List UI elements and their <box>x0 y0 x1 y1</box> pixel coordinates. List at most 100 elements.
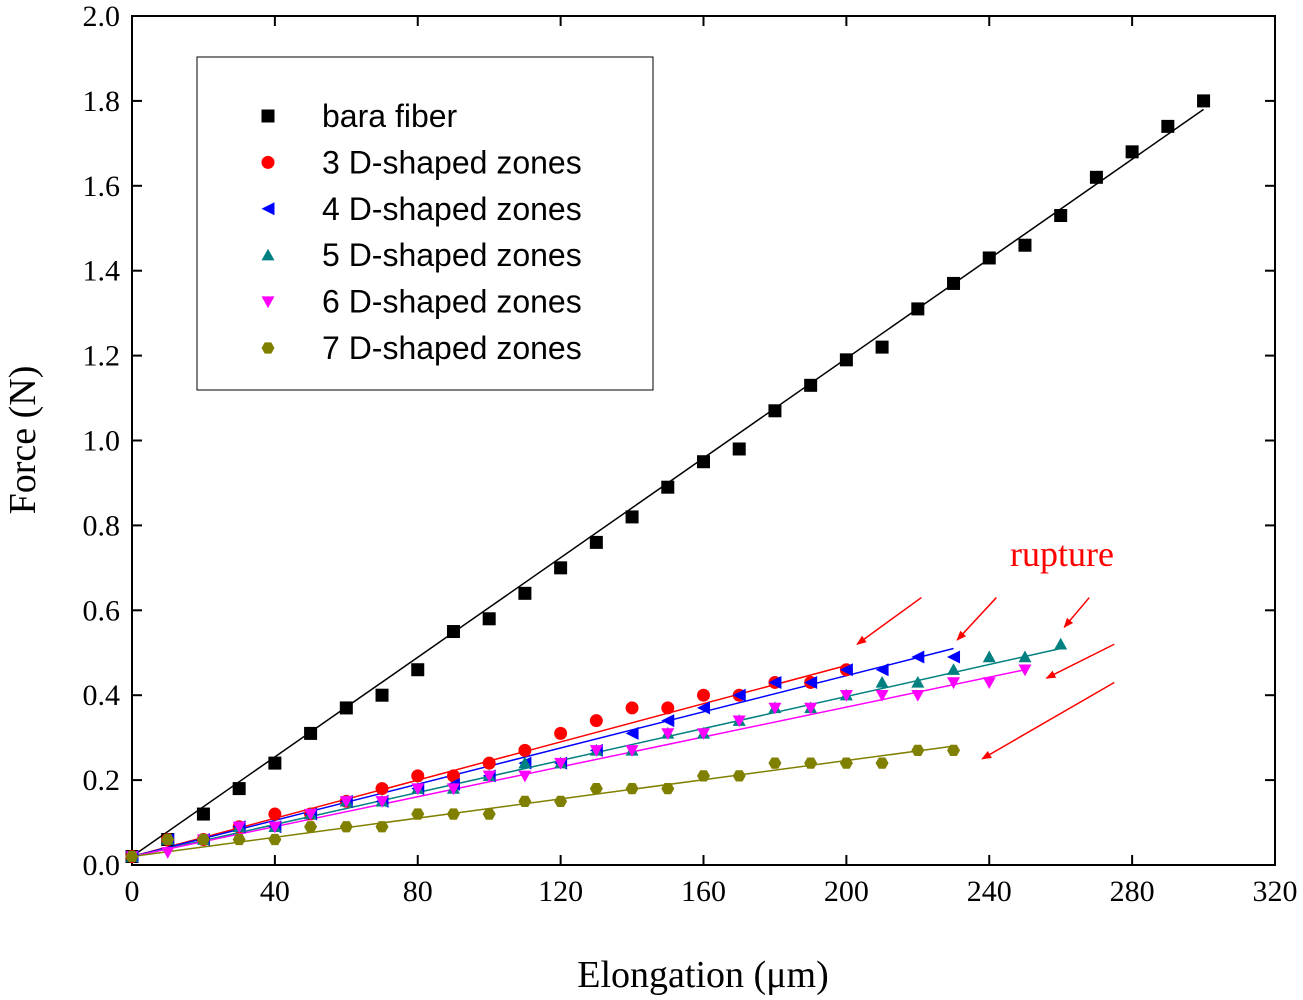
data-point-series-6 <box>375 821 389 833</box>
x-tick-label: 120 <box>538 875 583 908</box>
data-point-series-5 <box>768 702 782 715</box>
data-point-series-1 <box>446 625 460 639</box>
data-point-series-1 <box>1125 145 1139 159</box>
data-point-series-3 <box>947 650 961 664</box>
data-point-series-6 <box>196 833 210 846</box>
data-point-series-2 <box>482 756 496 770</box>
data-point-series-1 <box>1054 209 1068 223</box>
data-point-series-1 <box>554 561 568 575</box>
data-point-series-3 <box>768 675 782 689</box>
x-tick-label: 280 <box>1110 875 1155 908</box>
x-tick-label: 200 <box>824 875 869 908</box>
data-point-series-5 <box>446 783 460 796</box>
legend-label-3: 4 D-shaped zones <box>322 191 582 227</box>
data-point-series-6 <box>804 757 818 769</box>
data-point-series-3 <box>911 650 925 664</box>
x-tick-label: 160 <box>681 875 726 908</box>
data-point-series-1 <box>661 480 675 494</box>
data-point-series-1 <box>339 701 353 715</box>
data-point-series-1 <box>268 756 282 770</box>
data-point-series-3 <box>732 688 746 702</box>
data-point-series-1 <box>911 302 925 316</box>
data-point-series-6 <box>446 808 460 820</box>
data-point-series-6 <box>768 757 782 769</box>
legend: bara fiber 3 D-shaped zones 4 D-shaped zon… <box>196 56 654 391</box>
data-points <box>125 94 1211 864</box>
data-point-series-6 <box>875 757 889 769</box>
data-point-series-6 <box>911 744 925 757</box>
data-point-series-2 <box>697 688 710 702</box>
data-point-series-5 <box>947 677 961 689</box>
data-point-series-2 <box>661 701 675 715</box>
x-axis-title: Elongation (μm) <box>577 954 829 996</box>
data-point-series-5 <box>304 808 318 821</box>
x-tick-label: 240 <box>967 875 1012 908</box>
legend-label-5: 6 D-shaped zones <box>322 284 582 320</box>
y-axis-title: Force (N) <box>2 366 44 515</box>
data-point-series-6 <box>268 833 282 846</box>
data-point-series-5 <box>339 796 353 808</box>
data-point-series-5 <box>804 702 818 715</box>
y-tick-label: 0.8 <box>83 509 121 542</box>
data-point-series-2 <box>268 807 282 821</box>
data-point-series-1 <box>625 510 639 524</box>
data-point-series-1 <box>804 378 818 392</box>
data-point-series-5 <box>732 715 746 728</box>
data-point-series-1 <box>411 663 425 677</box>
data-point-series-1 <box>1089 170 1103 184</box>
rupture-label: rupture <box>1010 534 1114 574</box>
data-point-series-6 <box>232 833 246 846</box>
y-tick-label: 1.0 <box>83 425 121 458</box>
data-point-series-6 <box>554 795 568 807</box>
data-point-series-6 <box>839 757 853 769</box>
data-point-series-1 <box>1161 119 1175 133</box>
data-point-series-2 <box>554 726 568 740</box>
data-point-series-1 <box>589 535 603 549</box>
data-point-series-6 <box>589 782 603 795</box>
data-point-series-1 <box>839 353 853 367</box>
data-point-series-5 <box>697 728 710 740</box>
data-point-series-4 <box>947 663 961 675</box>
data-point-series-2 <box>625 701 639 715</box>
annotations: rupture <box>856 534 1115 760</box>
data-point-series-4 <box>1018 650 1032 663</box>
x-tick-label: 320 <box>1253 875 1298 908</box>
y-tick-label: 0.0 <box>83 849 121 882</box>
data-point-series-3 <box>661 714 675 728</box>
y-tick-label: 1.4 <box>83 255 121 288</box>
data-point-series-3 <box>697 701 710 715</box>
axes: 0 40 80 120 160 200 240 280 320 0.0 0.2 0.4 0.6 0.8 1.… <box>83 0 1298 908</box>
y-tick-label: 0.4 <box>83 679 121 712</box>
data-point-series-5 <box>625 745 639 757</box>
data-point-series-5 <box>161 847 175 859</box>
data-point-series-5 <box>589 745 603 757</box>
data-point-series-1 <box>518 586 532 600</box>
data-point-series-6 <box>732 770 746 782</box>
y-tick-label: 1.2 <box>83 340 121 373</box>
legend-label-2: 3 D-shaped zones <box>322 144 582 180</box>
data-point-series-2 <box>518 743 532 757</box>
data-point-series-5 <box>875 690 889 702</box>
data-point-series-6 <box>304 821 318 833</box>
data-point-series-5 <box>1018 664 1032 677</box>
data-point-series-5 <box>982 677 996 689</box>
rupture-arrow <box>981 681 1115 760</box>
rupture-arrow <box>1063 597 1090 629</box>
data-point-series-4 <box>875 675 889 688</box>
data-point-series-5 <box>232 821 246 834</box>
data-point-series-1 <box>875 340 889 354</box>
data-point-series-5 <box>554 757 568 770</box>
y-tick-label: 0.2 <box>83 764 121 797</box>
legend-marker-3 <box>261 202 275 216</box>
fit-line-series-6 <box>131 745 954 858</box>
data-point-series-2 <box>411 769 425 783</box>
data-point-series-1 <box>768 404 782 418</box>
data-point-series-5 <box>518 770 532 783</box>
legend-marker-5 <box>261 296 275 309</box>
legend-label-4: 5 D-shaped zones <box>322 237 582 273</box>
data-point-series-5 <box>411 783 425 796</box>
data-point-series-1 <box>1018 238 1032 252</box>
legend-label-6: 7 D-shaped zones <box>322 330 582 366</box>
rupture-arrow <box>956 597 997 641</box>
data-point-series-6 <box>161 833 175 846</box>
